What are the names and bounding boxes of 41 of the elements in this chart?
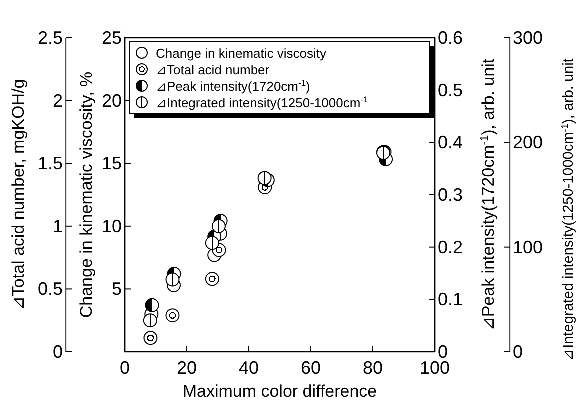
- point: [166, 308, 180, 323]
- x-axis-title: Maximum color difference: [182, 382, 378, 401]
- y2-tick-label: 1.5: [38, 154, 63, 174]
- point: [205, 272, 220, 286]
- point: [258, 171, 272, 186]
- y-tick-label: 0: [513, 342, 524, 362]
- y-tick-label: 200: [513, 132, 544, 153]
- point: [205, 236, 220, 250]
- y3-tick-label: 0.2: [438, 237, 464, 258]
- y-tick-label: 100: [513, 237, 544, 258]
- point: [145, 298, 160, 312]
- y3-tick-label: 0.1: [438, 290, 464, 310]
- legend-label: ⊿Total acid number: [156, 62, 270, 78]
- y-tick-label: 25: [102, 28, 122, 48]
- point: [143, 314, 158, 328]
- y3-tick-label: 0.3: [438, 185, 464, 205]
- x-tick-label: 20: [176, 358, 198, 378]
- y2-axis-title: ⊿Total acid number, mgKOH/g: [9, 79, 28, 311]
- legend-label: Change in kinematic viscosity: [156, 46, 328, 61]
- y2-tick-label: 0: [52, 342, 63, 362]
- y3-tick-label: 0.6: [438, 28, 464, 48]
- y2-tick-label: 2.5: [38, 28, 63, 48]
- y2-tick-label: 0.5: [38, 279, 63, 300]
- y-tick-label: 300: [513, 28, 544, 48]
- point: [212, 219, 226, 234]
- text: ⊿Integrated intensity(1250-1000cm$^{-1}$: [156, 94, 368, 110]
- y-tick-label: 15: [102, 154, 122, 174]
- x-tick-label: 40: [238, 358, 260, 378]
- y3-tick-label: 0.4: [438, 132, 464, 153]
- y-tick-label: 10: [102, 216, 122, 236]
- x-tick-label: 60: [300, 358, 322, 378]
- y-tick-label: 5: [112, 279, 122, 300]
- y2-tick-label: 2: [52, 90, 63, 111]
- x-tick-label: 80: [362, 358, 384, 378]
- y-tick-label: 20: [102, 90, 122, 111]
- point: [166, 272, 180, 287]
- y3-tick-label: 0.5: [438, 80, 464, 100]
- y2-tick-label: 1: [52, 216, 63, 236]
- point: [144, 331, 158, 346]
- legend-label: ⊿Peak intensity(1720cm$^{-1}$): [156, 78, 310, 94]
- y-axis-title: Change in kinematic viscosity, %: [77, 72, 96, 318]
